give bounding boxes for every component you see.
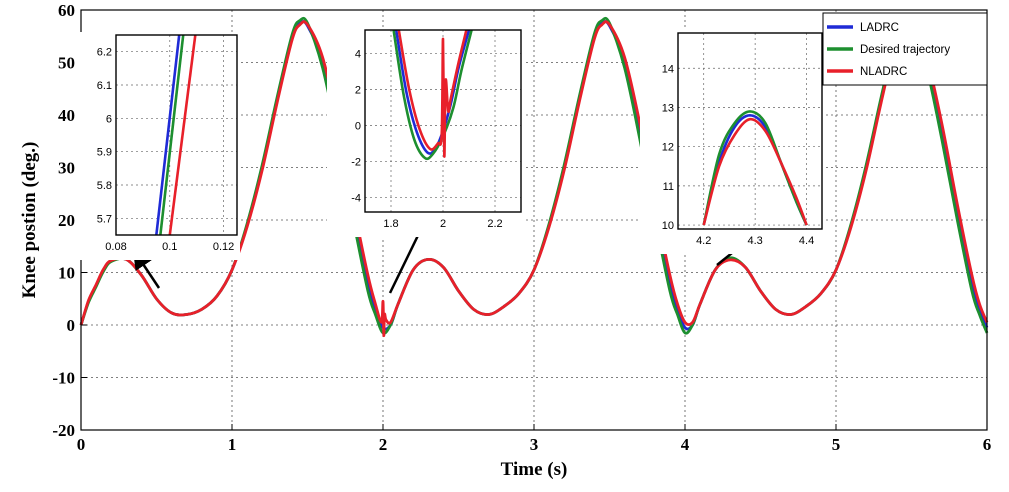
inset-y-tick-label: 13 xyxy=(662,102,674,114)
inset-y-tick-label: -4 xyxy=(351,193,361,205)
y-tick-label: 30 xyxy=(58,159,75,178)
inset-x-tick-label: 2 xyxy=(440,218,446,230)
inset-x-tick-label: 4.2 xyxy=(696,235,711,247)
y-tick-label: 60 xyxy=(58,1,75,20)
inset-frame xyxy=(364,29,522,213)
x-tick-label: 3 xyxy=(530,435,539,454)
y-tick-label: 0 xyxy=(67,316,76,335)
inset-series-line-desired-trajectory xyxy=(159,35,185,235)
x-tick-label: 5 xyxy=(832,435,841,454)
x-tick-label: 6 xyxy=(983,435,992,454)
inset-series-lines xyxy=(702,110,808,226)
y-tick-label: 10 xyxy=(58,264,75,283)
y-tick-label: -10 xyxy=(52,369,75,388)
inset-x-tick-label: 2.2 xyxy=(487,218,502,230)
x-tick-label: 2 xyxy=(379,435,388,454)
inset-series-line-nladrc xyxy=(168,35,197,235)
inset-series-lines xyxy=(155,35,197,235)
inset-series-line-desired-trajectory xyxy=(702,110,808,226)
inset-y-tick-label: 6.1 xyxy=(97,80,112,92)
inset-plot: 4.2 4.3 4.4 10 11 12 13 14 xyxy=(640,30,825,254)
inset-series-line-desired-trajectory xyxy=(392,30,473,161)
x-tick-label: 0 xyxy=(77,435,86,454)
legend-item-nladrc: NLADRC xyxy=(827,66,907,78)
y-tick-label: 40 xyxy=(58,106,75,125)
legend-label: Desired trajectory xyxy=(860,44,950,56)
y-axis-label: Knee postion (deg.) xyxy=(19,142,40,299)
inset-y-tick-label: 5.9 xyxy=(97,147,112,159)
y-tick-label: 50 xyxy=(58,54,75,73)
y-tick-label: -20 xyxy=(52,421,75,440)
inset-y-tick-label: 5.7 xyxy=(97,213,112,225)
x-tick-label: 1 xyxy=(228,435,237,454)
inset-y-tick-label: -2 xyxy=(351,157,361,169)
inset-x-tick-label: 0.08 xyxy=(105,241,126,253)
inset-frame xyxy=(115,34,238,236)
x-axis-label: Time (s) xyxy=(501,459,568,480)
inset-plot: 1.8 2 2.2 -4 -2 0 2 4 xyxy=(327,27,524,237)
inset-y-tick-label: 6 xyxy=(106,113,112,125)
inset-x-tick-label: 4.4 xyxy=(799,235,814,247)
legend-label: NLADRC xyxy=(860,66,907,78)
inset-series-line-ladrc xyxy=(155,35,181,235)
inset-x-tick-label: 1.8 xyxy=(383,218,398,230)
inset-y-tick-label: 4 xyxy=(355,48,361,60)
inset-series-lines xyxy=(392,30,473,161)
main-series-lines xyxy=(79,16,989,337)
inset-series-line-nladrc xyxy=(702,117,808,226)
legend: LADRC Desired trajectory NLADRC xyxy=(822,12,988,86)
legend-item-desired-trajectory: Desired trajectory xyxy=(827,44,950,56)
legend-label: LADRC xyxy=(860,22,899,34)
inset-y-tick-label: 11 xyxy=(663,181,674,193)
inset-label-background xyxy=(327,27,365,237)
inset-y-tick-label: 14 xyxy=(662,63,674,75)
inset-y-tick-label: 5.8 xyxy=(97,180,112,192)
inset-plots: 0.08 0.1 0.12 5.7 5.8 5.9 6 6.1 6.2 1.8 2 2.2 -4 -2 0 2… xyxy=(78,27,825,260)
inset-y-tick-label: 2 xyxy=(355,84,361,96)
inset-series-line-nladrc xyxy=(397,30,468,158)
x-tick-label: 4 xyxy=(681,435,690,454)
inset-y-tick-label: 12 xyxy=(662,142,674,154)
inset-x-tick-label: 4.3 xyxy=(747,235,762,247)
inset-frame xyxy=(677,32,823,230)
y-tick-label: 20 xyxy=(58,211,75,230)
inset-y-tick-label: 6.2 xyxy=(97,47,112,59)
inset-y-tick-label: 0 xyxy=(355,121,361,133)
inset-background xyxy=(113,32,240,260)
series-line-nladrc xyxy=(79,20,989,337)
inset-x-tick-label: 0.1 xyxy=(162,241,177,253)
legend-item-ladrc: LADRC xyxy=(827,22,899,34)
inset-label-background xyxy=(78,32,116,260)
zoom-arrow xyxy=(132,248,161,289)
inset-background xyxy=(675,30,825,254)
inset-label-background xyxy=(640,30,678,254)
inset-plot: 0.08 0.1 0.12 5.7 5.8 5.9 6 6.1 6.2 xyxy=(78,32,240,260)
inset-x-tick-label: 0.12 xyxy=(213,241,234,253)
inset-y-tick-label: 10 xyxy=(662,220,674,232)
